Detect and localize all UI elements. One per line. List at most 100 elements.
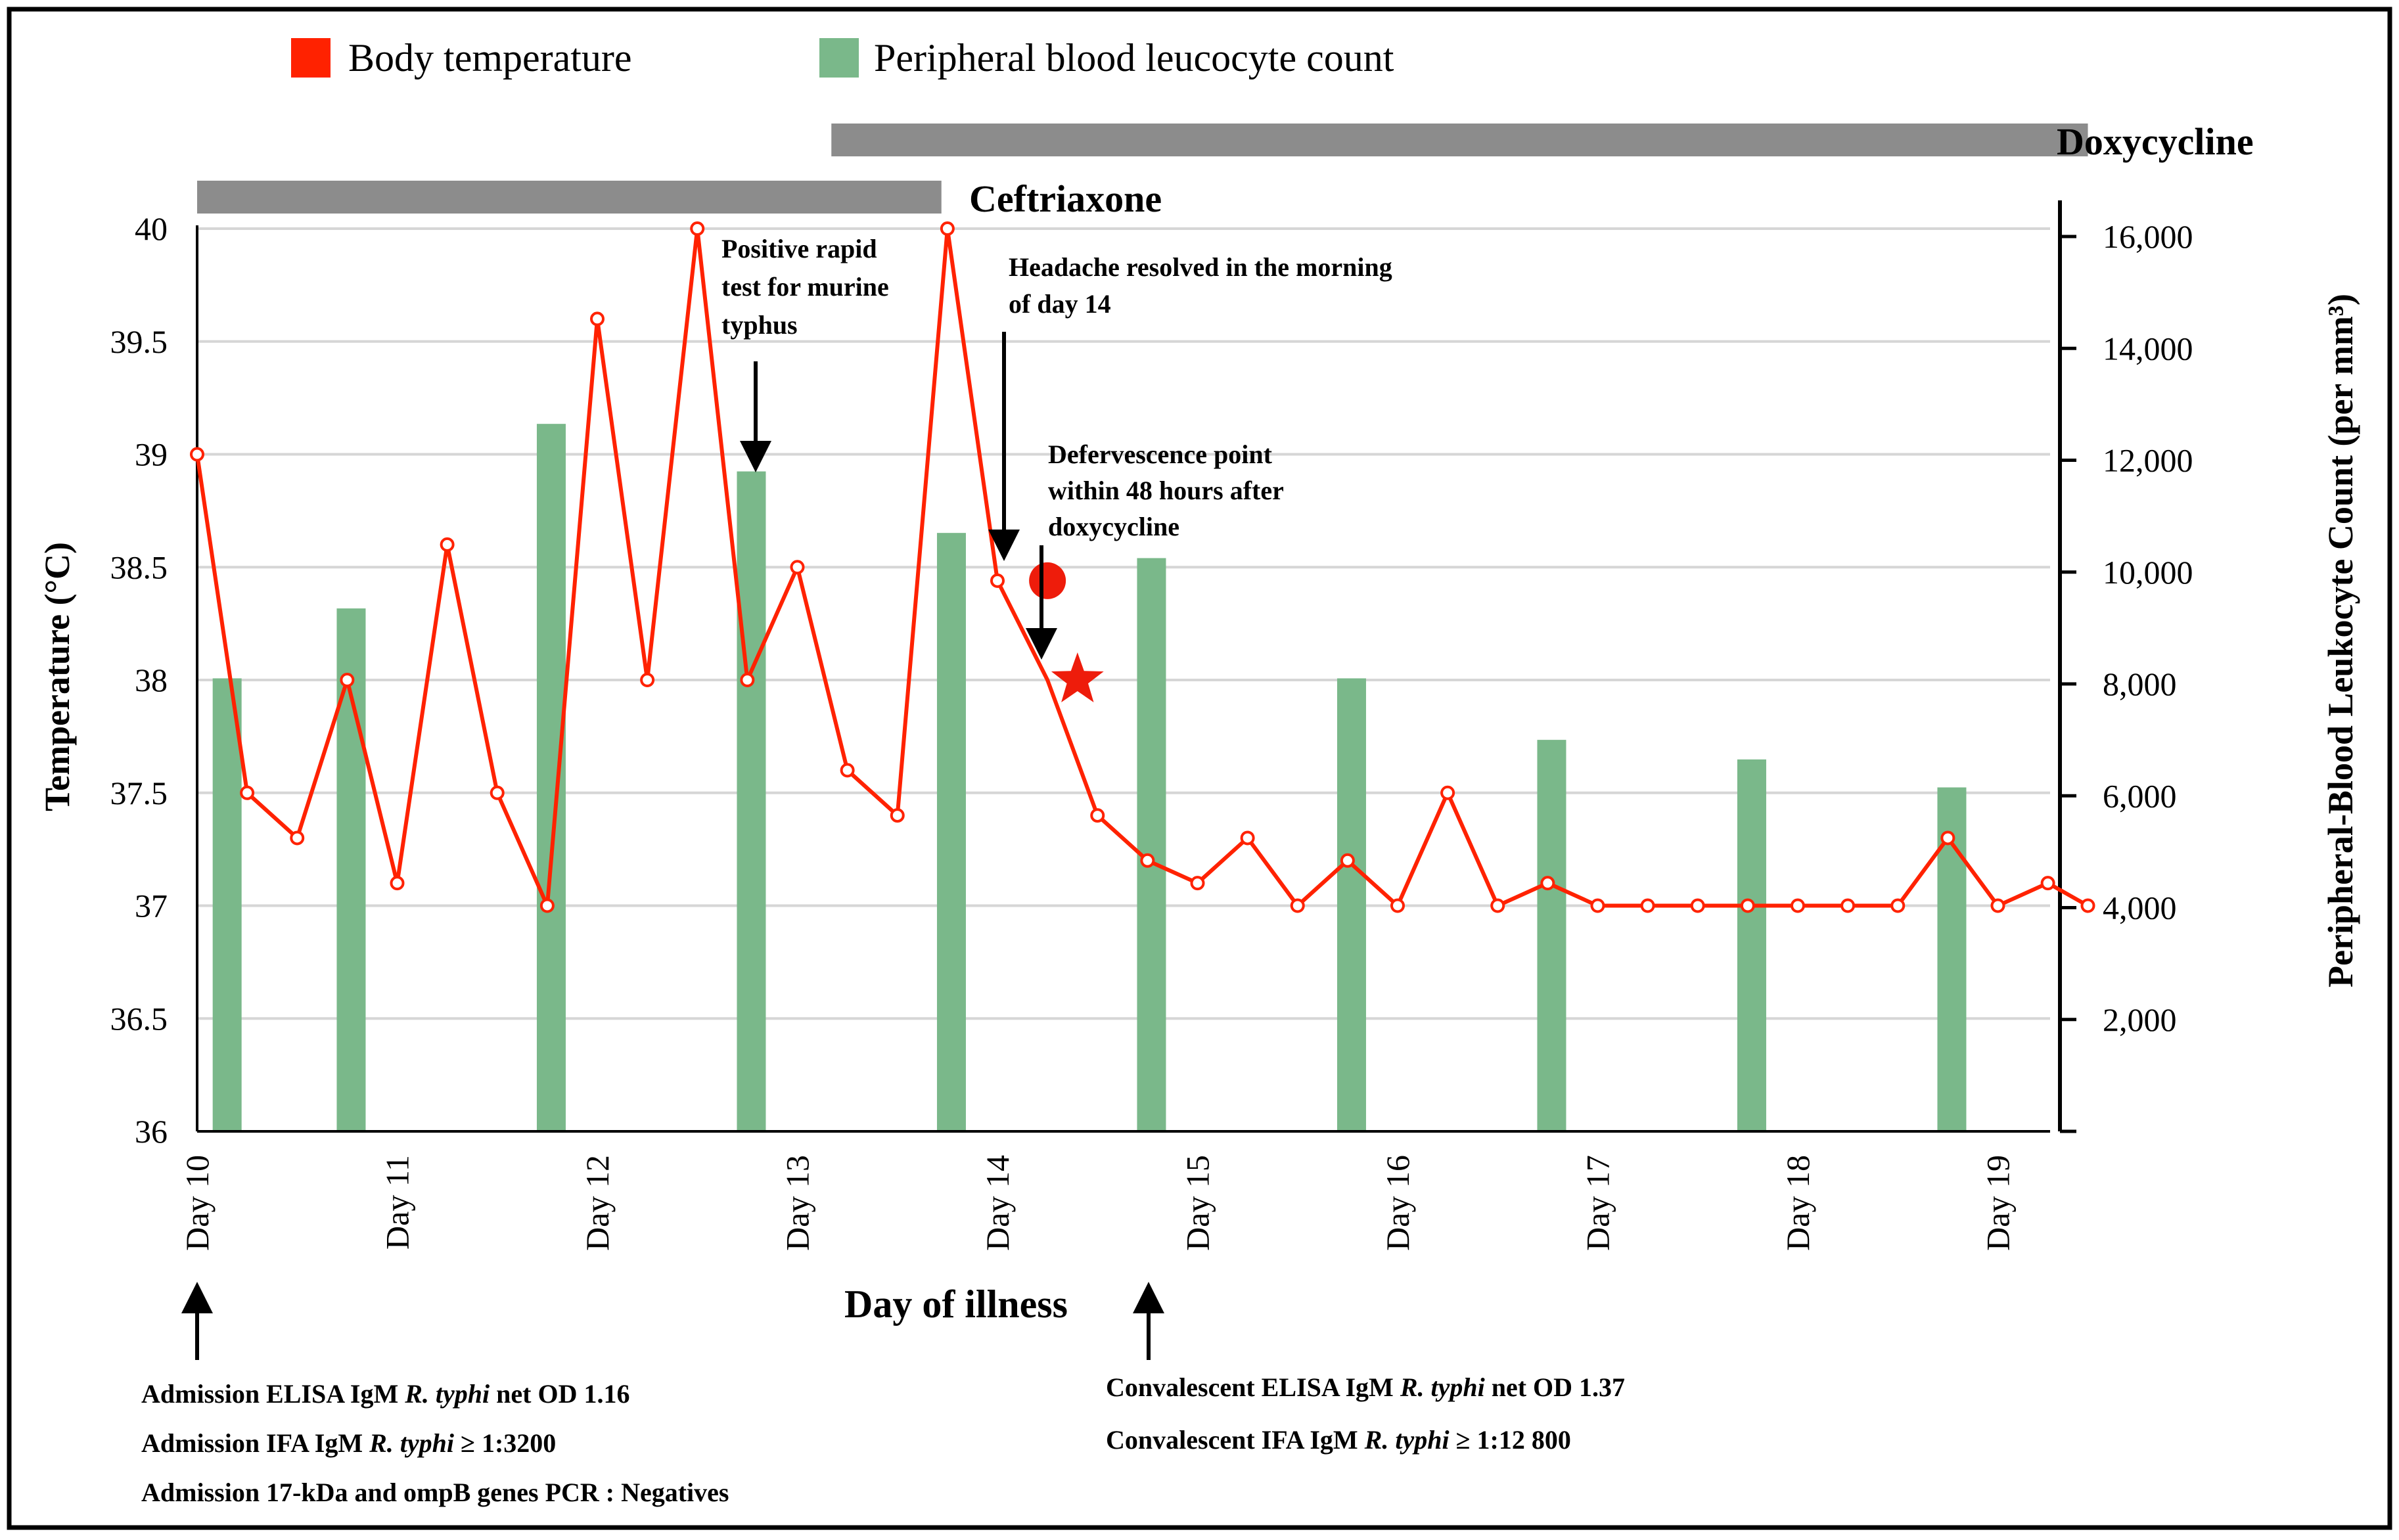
x-tick-label-6: Day 16 bbox=[1379, 1155, 1416, 1251]
leukocyte-bar-2 bbox=[536, 424, 566, 1132]
temperature-point-27 bbox=[1540, 876, 1555, 891]
left-tick-label-3: 37.5 bbox=[110, 775, 168, 811]
figure-border bbox=[7, 7, 2392, 1530]
admission-note-ifa-organism: R. typhi bbox=[369, 1428, 454, 1458]
convalescent-note-ifa-part1: Convalescent IFA IgM bbox=[1106, 1425, 1365, 1455]
x-tick-label-4: Day 14 bbox=[979, 1155, 1016, 1251]
annotation-defervescence-line1: Defervescence point bbox=[1048, 440, 1273, 469]
right-tick-label-5: 12,000 bbox=[2103, 442, 2193, 479]
leukocyte-bar-0 bbox=[212, 678, 242, 1131]
left-tick-label-6: 39 bbox=[135, 436, 168, 473]
admission-note-ifa-part2: ≥ 1:3200 bbox=[454, 1428, 556, 1458]
left-axis-ticks: 36 36.5 37 37.5 38 38.5 39 39.5 40 bbox=[110, 210, 168, 1150]
convalescent-note-ifa: Convalescent IFA IgM R. typhi ≥ 1:12 800 bbox=[1106, 1425, 1571, 1455]
leukocyte-bar-4 bbox=[936, 533, 966, 1131]
x-tick-label-2: Day 12 bbox=[579, 1155, 616, 1251]
temperature-point-33 bbox=[1840, 898, 1856, 913]
temperature-point-38 bbox=[2080, 898, 2095, 913]
annotation-defervescence-line2: within 48 hours after bbox=[1048, 476, 1284, 505]
headache-resolved-marker bbox=[1029, 562, 1066, 599]
temperature-point-22 bbox=[1290, 898, 1305, 913]
admission-note-elisa: Admission ELISA IgM R. typhi net OD 1.16 bbox=[141, 1379, 629, 1409]
doxycycline-bar bbox=[831, 124, 2088, 156]
temperature-point-11 bbox=[740, 673, 755, 687]
x-tick-label-9: Day 19 bbox=[1980, 1155, 2017, 1251]
temperature-point-19 bbox=[1140, 853, 1155, 868]
temperature-point-10 bbox=[690, 221, 705, 236]
temperature-point-34 bbox=[1890, 898, 1906, 913]
temperature-point-6 bbox=[490, 785, 505, 800]
temperature-point-32 bbox=[1791, 898, 1805, 913]
temperature-point-25 bbox=[1440, 785, 1455, 800]
temperature-point-30 bbox=[1690, 898, 1705, 913]
x-tick-label-7: Day 17 bbox=[1580, 1155, 1616, 1251]
annotation-defervescence-line3: doxycycline bbox=[1048, 512, 1179, 541]
legend-label-temperature: Body temperature bbox=[348, 36, 632, 79]
temperature-point-18 bbox=[1090, 808, 1105, 823]
temperature-point-14 bbox=[890, 808, 905, 823]
temperature-point-5 bbox=[440, 537, 455, 552]
right-axis-title: Peripheral-Blood Leukocyte Count (per mm… bbox=[2321, 294, 2360, 987]
temperature-point-35 bbox=[1940, 830, 1955, 846]
leukocyte-bar-7 bbox=[1537, 740, 1566, 1131]
temperature-point-29 bbox=[1640, 898, 1655, 913]
temperature-point-37 bbox=[2040, 876, 2055, 891]
convalescent-note-ifa-organism: R. typhi bbox=[1364, 1425, 1450, 1455]
admission-note-ifa: Admission IFA IgM R. typhi ≥ 1:3200 bbox=[141, 1428, 556, 1458]
temperature-point-3 bbox=[340, 673, 355, 687]
convalescent-note-elisa: Convalescent ELISA IgM R. typhi net OD 1… bbox=[1106, 1372, 1625, 1402]
x-axis-title: Day of illness bbox=[844, 1282, 1068, 1326]
temperature-point-4 bbox=[390, 876, 405, 891]
right-axis-ticks: 2,000 4,000 6,000 8,000 10,000 12,000 14,000 16… bbox=[2103, 218, 2193, 1038]
convalescent-note-elisa-part2: net OD 1.37 bbox=[1485, 1372, 1625, 1402]
temperature-point-21 bbox=[1240, 830, 1255, 846]
temperature-point-0 bbox=[190, 447, 204, 462]
left-tick-label-0: 36 bbox=[135, 1113, 168, 1150]
temperature-point-2 bbox=[290, 830, 305, 846]
leukocyte-bar-1 bbox=[336, 608, 366, 1131]
left-axis-title: Temperature (°C) bbox=[37, 542, 77, 811]
right-tick-label-3: 8,000 bbox=[2103, 666, 2177, 702]
right-tick-label-4: 10,000 bbox=[2103, 554, 2193, 591]
x-axis-ticks: Day 10 Day 11 Day 12 Day 13 Day 14 Day 15 Day … bbox=[179, 1155, 2017, 1251]
axes bbox=[196, 200, 2076, 1133]
temperature-point-16 bbox=[990, 573, 1005, 588]
annotation-rapid-test-line1: Positive rapid bbox=[721, 234, 877, 263]
convalescent-note-ifa-part2: ≥ 1:12 800 bbox=[1450, 1425, 1571, 1455]
right-tick-label-7: 16,000 bbox=[2103, 218, 2193, 255]
temperature-point-24 bbox=[1390, 898, 1405, 913]
leukocyte-bar-3 bbox=[737, 471, 766, 1131]
left-tick-label-4: 38 bbox=[135, 662, 168, 698]
ceftriaxone-label: Ceftriaxone bbox=[969, 177, 1162, 220]
temperature-point-12 bbox=[790, 560, 805, 575]
ceftriaxone-bar bbox=[197, 181, 942, 214]
admission-note-ifa-part1: Admission IFA IgM bbox=[141, 1428, 369, 1458]
right-tick-label-6: 14,000 bbox=[2103, 330, 2193, 367]
temperature-series bbox=[190, 221, 2095, 913]
left-tick-label-2: 37 bbox=[135, 888, 168, 924]
leukocyte-bars bbox=[212, 424, 1967, 1132]
leukocyte-bar-5 bbox=[1137, 558, 1166, 1131]
annotation-rapid-test: Positive rapid test for murine typhus bbox=[721, 234, 889, 472]
convalescent-note-elisa-organism: R. typhi bbox=[1400, 1372, 1485, 1402]
left-tick-label-8: 40 bbox=[135, 210, 168, 247]
annotation-rapid-test-line3: typhus bbox=[721, 310, 798, 340]
treatment-bars bbox=[197, 124, 2088, 214]
annotation-rapid-test-line2: test for murine bbox=[721, 272, 889, 302]
admission-note-elisa-part1: Admission ELISA IgM bbox=[141, 1379, 405, 1409]
left-tick-label-7: 39.5 bbox=[110, 323, 168, 360]
x-tick-label-1: Day 11 bbox=[379, 1155, 416, 1250]
leukocyte-bar-8 bbox=[1737, 759, 1766, 1131]
legend-swatch-leukocytes bbox=[819, 38, 859, 78]
admission-note-pcr: Admission 17-kDa and ompB genes PCR : Ne… bbox=[141, 1478, 729, 1507]
left-tick-label-1: 36.5 bbox=[110, 1000, 168, 1037]
annotation-headache: Headache resolved in the morning of day … bbox=[988, 252, 1392, 561]
legend: Body temperature Peripheral blood leucoc… bbox=[291, 36, 1394, 79]
temperature-point-7 bbox=[539, 898, 555, 913]
temperature-point-13 bbox=[840, 763, 855, 778]
temperature-point-23 bbox=[1340, 853, 1355, 868]
temperature-point-36 bbox=[1990, 898, 2005, 913]
right-tick-label-0: 2,000 bbox=[2103, 1001, 2177, 1038]
